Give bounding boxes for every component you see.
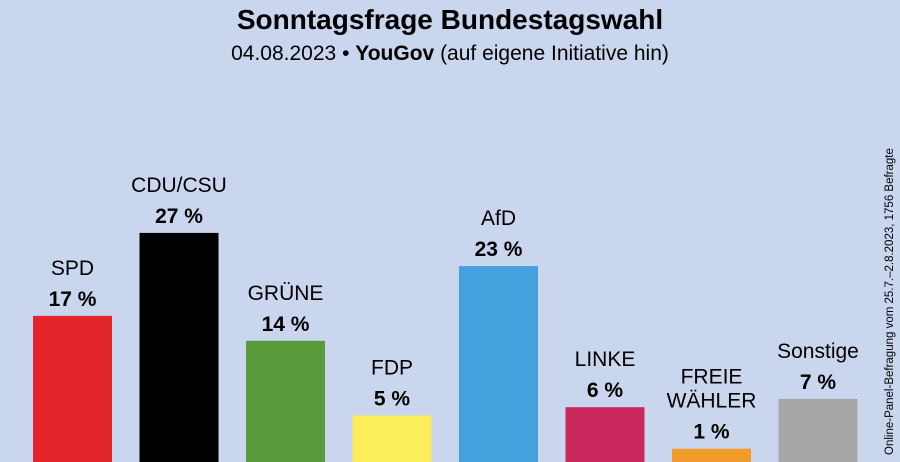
category-label-freie-wähler-2: WÄHLER [667, 390, 757, 413]
bar-afd [459, 266, 538, 462]
bar-cdu-csu [139, 232, 219, 462]
value-label-afd: 23 % [475, 238, 523, 261]
category-label-freie-wähler-1: FREIE [681, 366, 743, 389]
category-label-cdu-csu: CDU/CSU [131, 174, 227, 197]
value-label-grüne: 14 % [262, 313, 310, 336]
chart-title: Sonntagsfrage Bundestagswahl [236, 4, 664, 35]
category-label-spd: SPD [51, 257, 94, 280]
subtitle-institute: YouGov [355, 42, 435, 65]
value-label-linke: 6 % [587, 379, 624, 402]
value-label-sonstige: 7 % [800, 371, 837, 394]
subtitle-separator: • [342, 42, 350, 65]
value-label-spd: 17 % [49, 288, 97, 311]
bar-sonstige [778, 398, 858, 462]
bar-linke [565, 407, 645, 462]
subtitle-date: 04.08.2023 [231, 42, 337, 65]
value-label-fdp: 5 % [374, 388, 411, 411]
value-label-freie-wähler: 1 % [693, 421, 730, 444]
category-label-fdp: FDP [371, 357, 413, 380]
category-label-sonstige: Sonstige [777, 340, 859, 363]
bar-freie-wähler [672, 448, 751, 462]
chart-subtitle: 04.08.2023 • YouGov (auf eigene Initiati… [0, 42, 900, 66]
bar-spd [33, 315, 112, 462]
category-label-linke: LINKE [575, 348, 636, 371]
category-label-grüne: GRÜNE [248, 282, 324, 305]
category-label-afd: AfD [481, 207, 516, 230]
subtitle-note: (auf eigene Initiative hin) [440, 42, 669, 65]
value-label-cdu-csu: 27 % [155, 205, 203, 228]
bar-grüne [246, 340, 325, 462]
bar-fdp [352, 415, 432, 462]
